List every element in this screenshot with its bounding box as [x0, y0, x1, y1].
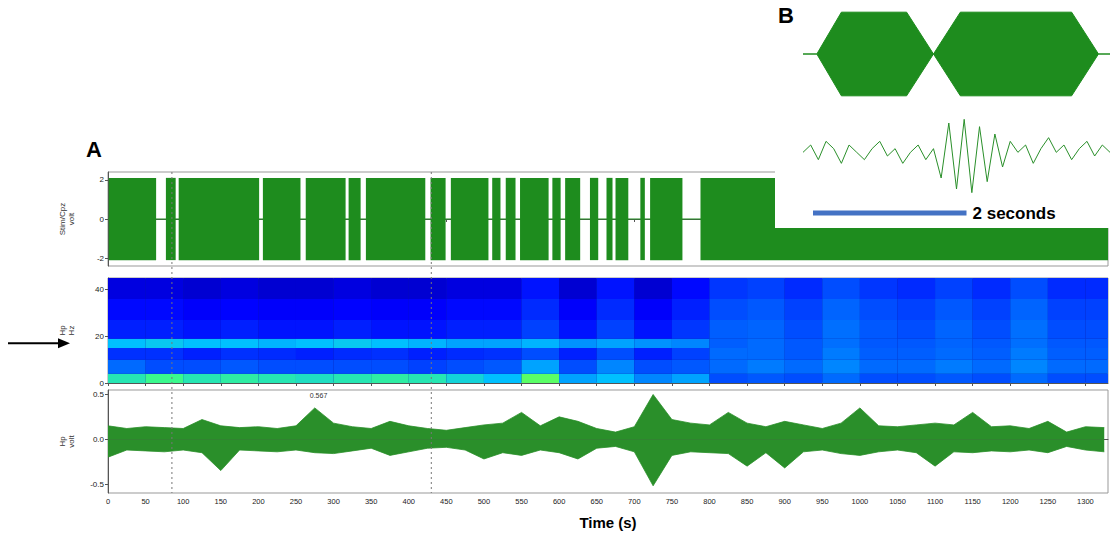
svg-text:0: 0 — [100, 379, 105, 388]
svg-text:300: 300 — [327, 497, 340, 506]
svg-text:800: 800 — [703, 497, 716, 506]
svg-text:1050: 1050 — [889, 497, 906, 506]
svg-text:0.5: 0.5 — [93, 390, 105, 399]
svg-text:0: 0 — [100, 215, 105, 224]
svg-text:250: 250 — [290, 497, 303, 506]
svg-text:400: 400 — [402, 497, 415, 506]
svg-text:1200: 1200 — [1002, 497, 1019, 506]
svg-text:100: 100 — [177, 497, 190, 506]
svg-text:-0.5: -0.5 — [90, 480, 104, 489]
svg-text:900: 900 — [778, 497, 791, 506]
svg-text:20: 20 — [95, 332, 104, 341]
svg-text:A: A — [86, 137, 102, 162]
svg-text:1250: 1250 — [1040, 497, 1057, 506]
svg-text:0.567: 0.567 — [310, 392, 328, 399]
svg-text:40: 40 — [95, 285, 104, 294]
svg-text:1100: 1100 — [927, 497, 943, 506]
svg-text:550: 550 — [515, 497, 528, 506]
svg-text:Hp: Hp — [58, 325, 67, 336]
svg-text:150: 150 — [215, 497, 228, 506]
svg-text:1000: 1000 — [852, 497, 869, 506]
svg-text:Stim/Cpz: Stim/Cpz — [58, 203, 67, 235]
svg-text:750: 750 — [666, 497, 679, 506]
svg-text:volt: volt — [67, 212, 76, 225]
svg-text:Hp: Hp — [58, 436, 67, 447]
svg-text:700: 700 — [628, 497, 641, 506]
svg-text:1300: 1300 — [1077, 497, 1094, 506]
svg-text:Hz: Hz — [67, 326, 76, 336]
svg-text:600: 600 — [553, 497, 566, 506]
svg-text:1150: 1150 — [965, 497, 981, 506]
svg-text:-2: -2 — [97, 254, 105, 263]
svg-text:2 seconds: 2 seconds — [973, 204, 1056, 223]
svg-text:2: 2 — [100, 175, 105, 184]
svg-text:950: 950 — [816, 497, 829, 506]
svg-text:0: 0 — [106, 497, 110, 506]
svg-text:B: B — [778, 3, 794, 28]
svg-text:50: 50 — [141, 497, 149, 506]
svg-text:0.0: 0.0 — [93, 435, 105, 444]
svg-text:200: 200 — [252, 497, 265, 506]
svg-text:650: 650 — [590, 497, 603, 506]
svg-text:500: 500 — [478, 497, 491, 506]
svg-text:850: 850 — [741, 497, 754, 506]
svg-text:350: 350 — [365, 497, 378, 506]
svg-text:volt: volt — [67, 435, 76, 448]
svg-text:450: 450 — [440, 497, 453, 506]
svg-text:Time (s): Time (s) — [579, 514, 636, 531]
